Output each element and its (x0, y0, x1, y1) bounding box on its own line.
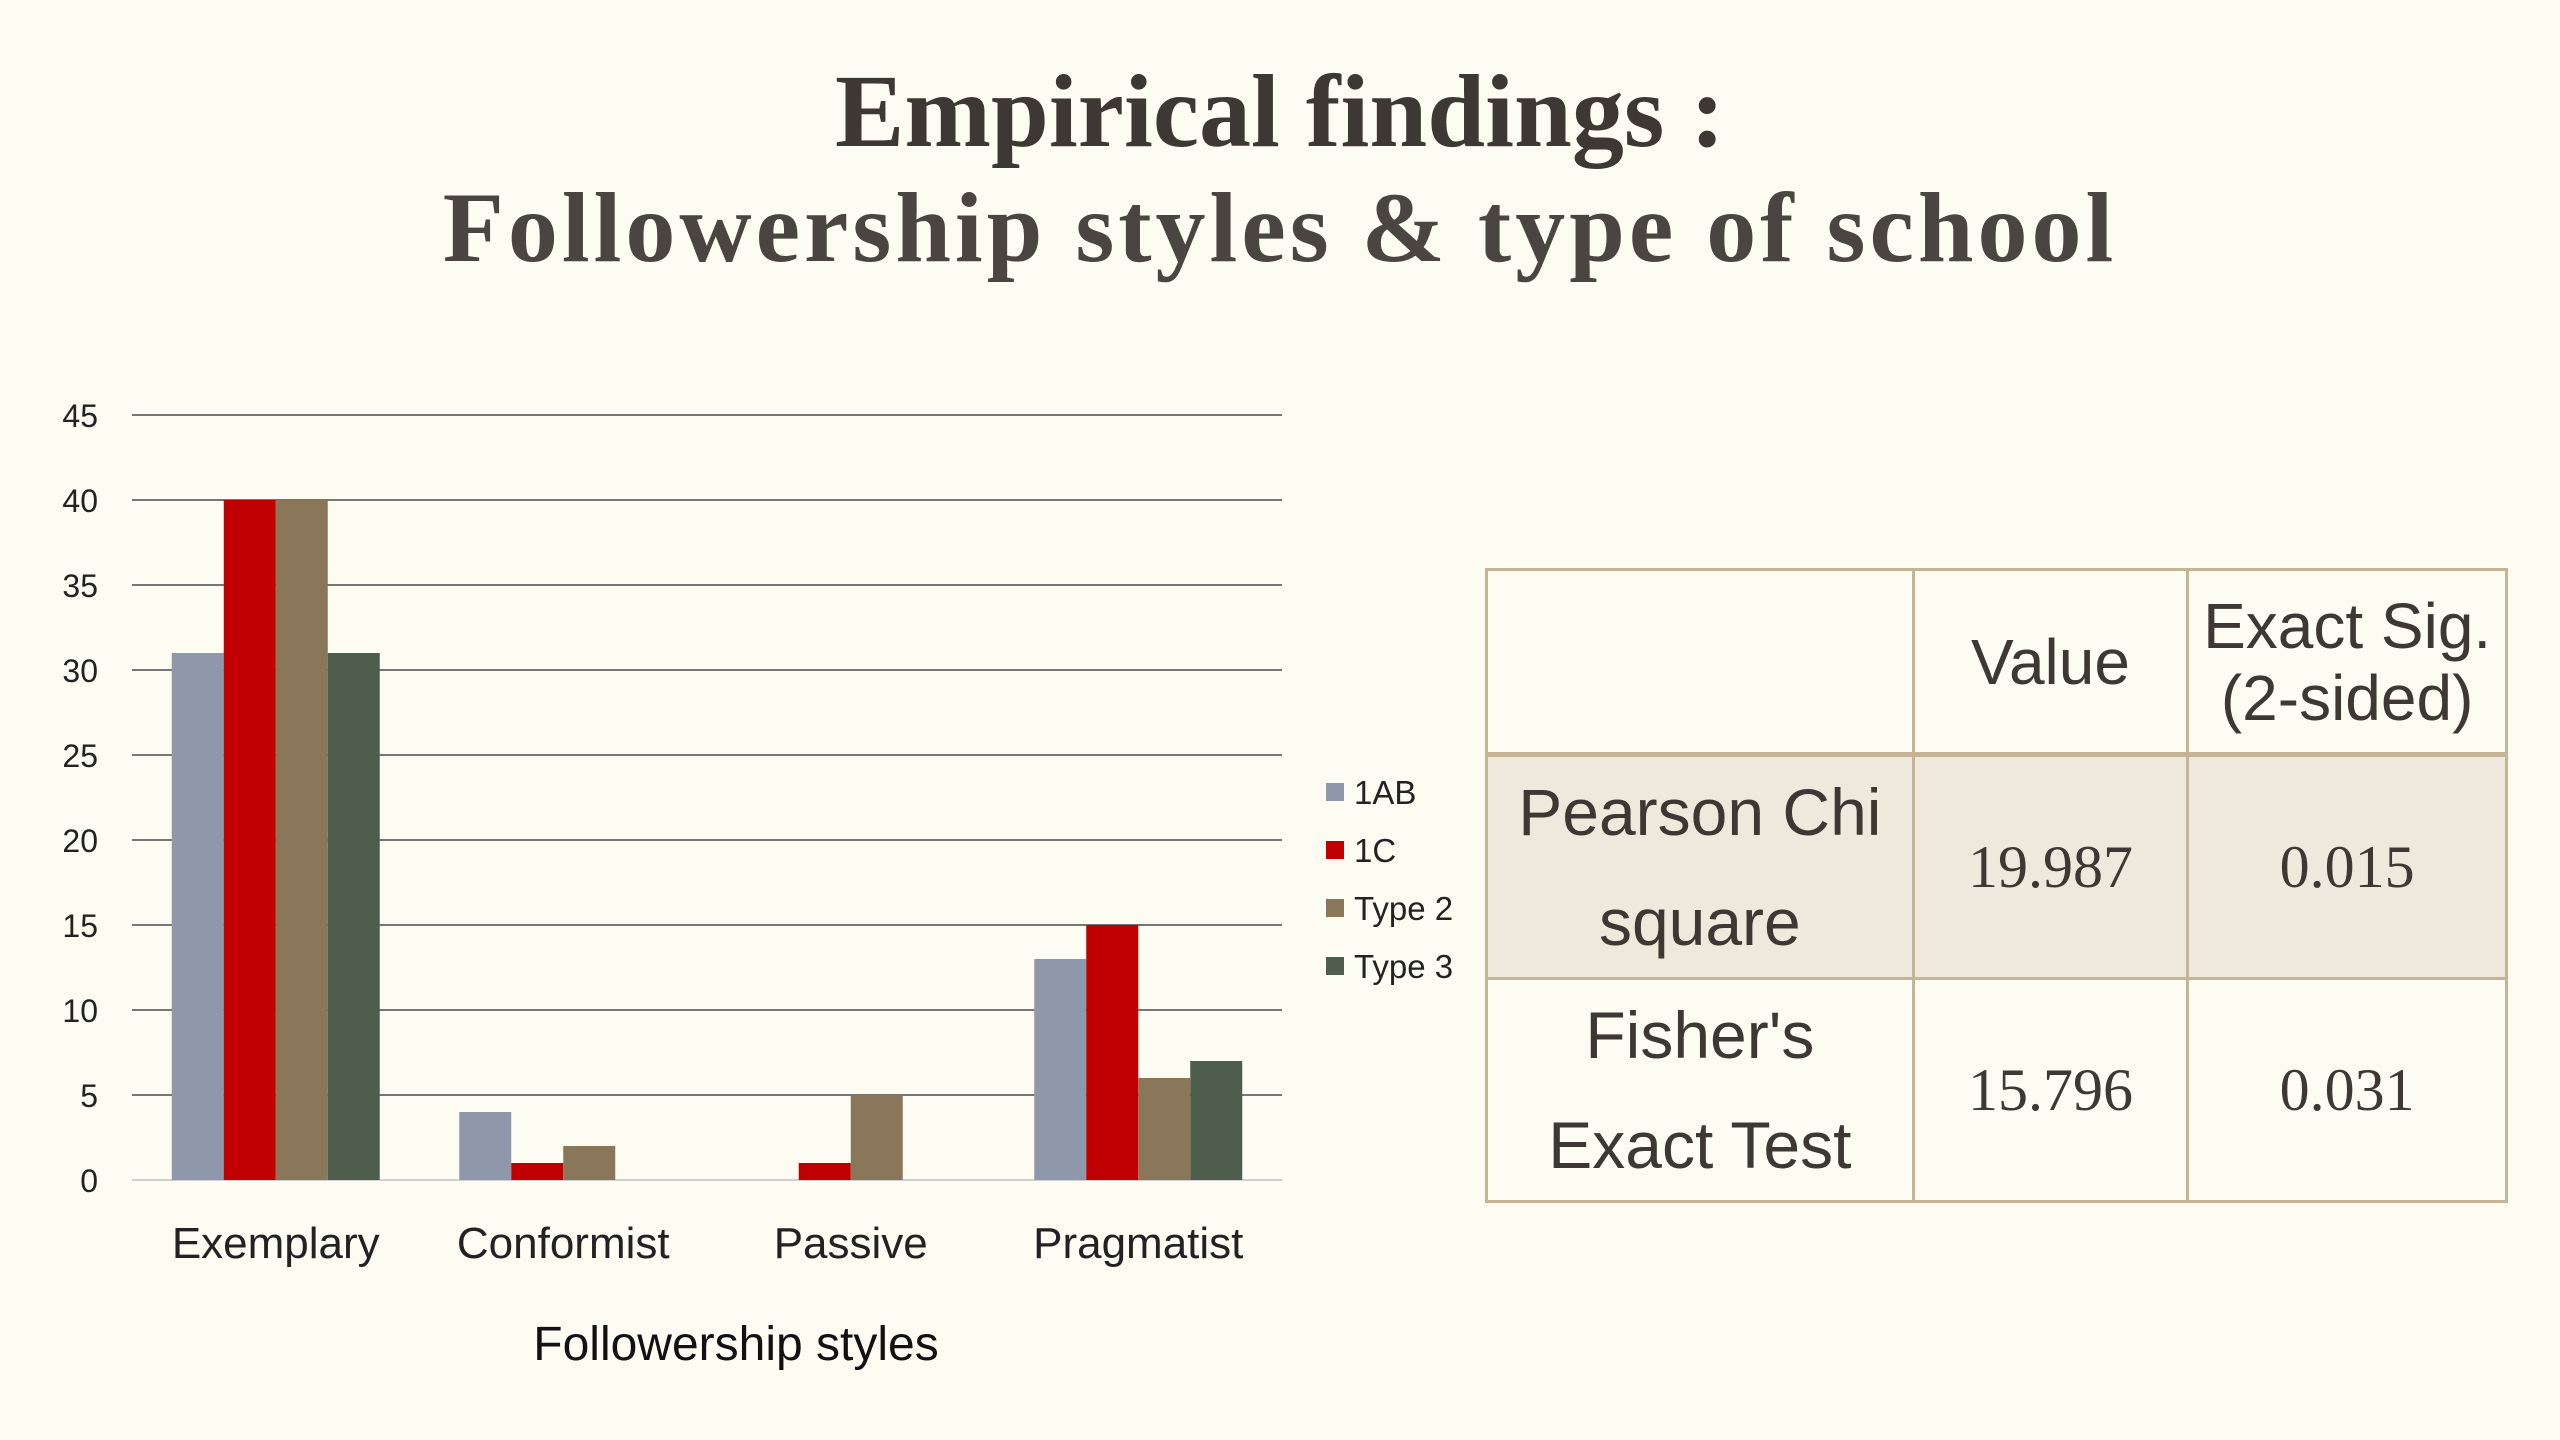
legend-label: 1C (1354, 832, 1396, 869)
bar-chart: 0 5 10 15 20 25 30 35 40 45 Exemplary Conformist Pa… (62, 398, 1453, 1371)
chart-legend: 1AB 1C Type 2 Type 3 (1326, 774, 1453, 985)
table-cell-sig: 0.015 (2186, 753, 2508, 980)
x-tick-label: Exemplary (172, 1219, 380, 1268)
table-row-label: Fisher's Exact Test (1485, 977, 1915, 1203)
bar (275, 500, 328, 1180)
slide-title: Empirical findings : (835, 54, 1725, 169)
bar (1086, 925, 1139, 1180)
table-header-exact-sig: Exact Sig. (2-sided) (2186, 568, 2508, 757)
table-header-value: Value (1911, 568, 2190, 757)
table-cell-value: 15.796 (1911, 977, 2190, 1203)
y-tick-label: 40 (62, 483, 98, 519)
y-tick-label: 5 (80, 1078, 98, 1114)
x-axis-tick-labels: Exemplary Conformist Passive Pragmatist (172, 1219, 1244, 1268)
y-axis-tick-labels: 0 5 10 15 20 25 30 35 40 45 (62, 398, 98, 1199)
bar (511, 1163, 564, 1180)
legend-label: Type 2 (1354, 890, 1453, 927)
legend-swatch (1326, 899, 1344, 917)
y-tick-label: 20 (62, 823, 98, 859)
bar (1138, 1078, 1191, 1180)
bar (223, 500, 276, 1180)
bar (327, 653, 380, 1180)
legend-label: 1AB (1354, 774, 1416, 811)
y-tick-label: 10 (62, 993, 98, 1029)
legend-swatch (1326, 957, 1344, 975)
bar (1034, 959, 1087, 1180)
bar (171, 653, 224, 1180)
table-header-empty (1485, 568, 1915, 757)
x-tick-label: Passive (774, 1219, 928, 1268)
bar (1190, 1061, 1243, 1180)
statistics-table: Value Exact Sig. (2-sided) Pearson Chi s… (1485, 568, 2508, 1203)
legend-label: Type 3 (1354, 948, 1453, 985)
y-tick-label: 30 (62, 653, 98, 689)
table-cell-sig: 0.031 (2186, 977, 2508, 1203)
bar (563, 1146, 616, 1180)
bar (798, 1163, 851, 1180)
table-row: Pearson Chi square 19.987 0.015 (1485, 753, 2508, 980)
x-axis-title: Followership styles (533, 1318, 938, 1371)
y-tick-label: 35 (62, 568, 98, 604)
y-tick-label: 15 (62, 908, 98, 944)
table-row: Fisher's Exact Test 15.796 0.031 (1485, 977, 2508, 1203)
table-cell-value: 19.987 (1911, 753, 2190, 980)
y-tick-label: 25 (62, 738, 98, 774)
x-tick-label: Pragmatist (1033, 1219, 1243, 1268)
table-header-row: Value Exact Sig. (2-sided) (1485, 568, 2508, 757)
table-row-label: Pearson Chi square (1485, 753, 1915, 980)
bar (459, 1112, 512, 1180)
slide-subtitle: Followership styles & type of school (442, 172, 2118, 283)
bar (850, 1095, 903, 1180)
legend-swatch (1326, 783, 1344, 801)
x-tick-label: Conformist (457, 1219, 670, 1268)
chart-bars (171, 500, 1243, 1180)
y-tick-label: 45 (62, 398, 98, 434)
y-tick-label: 0 (80, 1163, 98, 1199)
legend-swatch (1326, 841, 1344, 859)
